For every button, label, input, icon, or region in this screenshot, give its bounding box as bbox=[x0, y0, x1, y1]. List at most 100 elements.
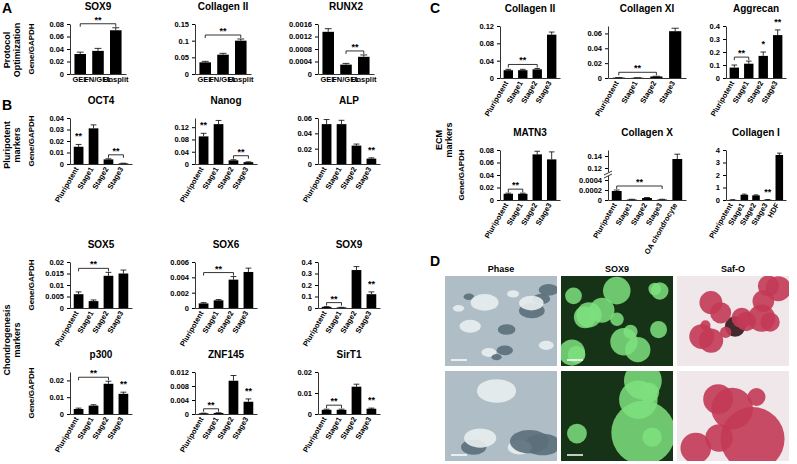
axis-line bbox=[319, 164, 381, 165]
y-tick-mark bbox=[192, 372, 195, 373]
y-axis-title: Gene/GAPDH bbox=[457, 149, 466, 200]
y-tick-label: 0 bbox=[185, 160, 189, 169]
x-axis: PluripotentStage1Stage2Stage3 bbox=[483, 201, 561, 241]
y-tick-label: 0.3 bbox=[302, 269, 312, 278]
y-tick: 0.04 bbox=[174, 148, 195, 157]
plot-area bbox=[322, 120, 377, 164]
y-tick-mark bbox=[315, 393, 318, 394]
significance-label: ** bbox=[200, 120, 208, 130]
y-tick-label: 0 bbox=[598, 74, 602, 83]
y-tick-mark bbox=[67, 49, 70, 50]
error-bar bbox=[368, 292, 374, 294]
photo-blob bbox=[699, 328, 723, 352]
y-tick: 4 bbox=[716, 146, 726, 155]
y-tick-label: 0 bbox=[60, 410, 64, 419]
bar bbox=[352, 146, 362, 164]
photo bbox=[445, 276, 558, 366]
x-tick: Unsplit bbox=[228, 75, 254, 84]
x-tick-label: Unsplit bbox=[351, 75, 377, 84]
bar bbox=[337, 410, 347, 414]
bar bbox=[244, 272, 254, 308]
y-tick: 0.01 bbox=[297, 389, 318, 398]
significance-label: ** bbox=[237, 147, 245, 157]
bar bbox=[547, 35, 556, 78]
photo-content bbox=[445, 371, 557, 461]
x-tick: Stage3 bbox=[353, 165, 373, 191]
error-bar bbox=[549, 152, 555, 160]
error-bar bbox=[201, 413, 207, 414]
error-bar bbox=[76, 292, 82, 294]
y-tick-mark bbox=[67, 130, 70, 131]
x-tick: Pluripotent bbox=[593, 79, 621, 118]
significance-label: ** bbox=[112, 146, 120, 156]
y-tick-mark bbox=[67, 308, 70, 309]
y-axis: 00.10.20.30.4 bbox=[710, 22, 727, 83]
y-tick-mark bbox=[723, 26, 726, 27]
y-tick: 0.02 bbox=[49, 137, 70, 146]
y-tick: 0.01 bbox=[49, 393, 70, 402]
y-tick-mark bbox=[723, 78, 726, 79]
y-tick-label: 0.06 bbox=[49, 32, 64, 41]
y-tick-label: 0 bbox=[60, 304, 64, 313]
error-bar bbox=[324, 120, 330, 125]
row-label-line: Pluripotent bbox=[2, 121, 12, 169]
bar bbox=[613, 77, 625, 78]
bar bbox=[547, 159, 556, 200]
y-tick-mark bbox=[497, 26, 500, 27]
photo-blob bbox=[567, 424, 587, 444]
error-bar bbox=[354, 384, 360, 387]
x-tick-label: Unsplit bbox=[228, 75, 254, 84]
photo-blob bbox=[498, 324, 516, 335]
y-tick: 0.3 bbox=[302, 269, 318, 278]
bar bbox=[367, 159, 377, 164]
photo-header: Saf-O bbox=[721, 264, 745, 274]
axis-line bbox=[71, 414, 133, 415]
bar bbox=[74, 409, 84, 414]
x-tick-label: Stage3 bbox=[105, 415, 125, 441]
error-bar bbox=[106, 381, 112, 384]
error-bar bbox=[765, 199, 770, 200]
photo bbox=[677, 275, 791, 366]
y-tick-mark bbox=[497, 175, 500, 176]
row-label-line: Optimization bbox=[12, 23, 22, 78]
y-axis: 00.020.040.06 bbox=[587, 27, 608, 83]
y-tick-mark bbox=[497, 163, 500, 164]
x-tick-label: Stage3 bbox=[105, 165, 125, 191]
scale-bar bbox=[567, 454, 583, 456]
plot-area bbox=[199, 376, 254, 415]
y-axis: 00.040.080.12 bbox=[174, 119, 195, 169]
axis-line bbox=[319, 414, 381, 415]
bar-chart: 00.0040.0080.012PluripotentStage1Stage2S… bbox=[170, 349, 257, 454]
y-tick-mark bbox=[67, 74, 70, 75]
error-bar bbox=[659, 199, 665, 200]
y-axis: 00.050.10.15 bbox=[174, 20, 195, 79]
y-tick: 0.02 bbox=[297, 368, 318, 377]
y-tick-mark bbox=[605, 168, 608, 169]
chart-title: Aggrecan bbox=[733, 3, 779, 14]
bar bbox=[119, 274, 129, 309]
y-tick: 0 bbox=[490, 74, 500, 83]
photo-content bbox=[677, 371, 789, 461]
y-axis: 01234 bbox=[716, 146, 727, 205]
y-tick-mark bbox=[497, 43, 500, 44]
photo-content bbox=[677, 276, 789, 366]
x-tick-label: Stage3 bbox=[230, 165, 250, 191]
photo-content bbox=[561, 276, 673, 366]
error-bar bbox=[505, 193, 511, 195]
photo-blob bbox=[561, 340, 585, 366]
significance-label: ** bbox=[512, 180, 520, 190]
bar bbox=[358, 57, 370, 74]
error-bar bbox=[120, 392, 126, 394]
y-tick-label: 0 bbox=[185, 70, 189, 79]
y-axis-title: Gene/GAPDH bbox=[27, 259, 36, 310]
chart-title: Collagen X bbox=[621, 127, 673, 138]
bar bbox=[229, 381, 239, 414]
y-tick-label: 0 bbox=[308, 410, 312, 419]
bar bbox=[533, 154, 542, 200]
error-bar bbox=[634, 77, 641, 78]
y-tick-mark bbox=[723, 200, 726, 201]
bar-chart: 00.020.040.06PluripotentStage1Stage2Stag… bbox=[587, 3, 686, 118]
error-bar bbox=[629, 199, 635, 200]
y-tick: 0.04 bbox=[479, 171, 500, 180]
bar bbox=[217, 55, 229, 74]
